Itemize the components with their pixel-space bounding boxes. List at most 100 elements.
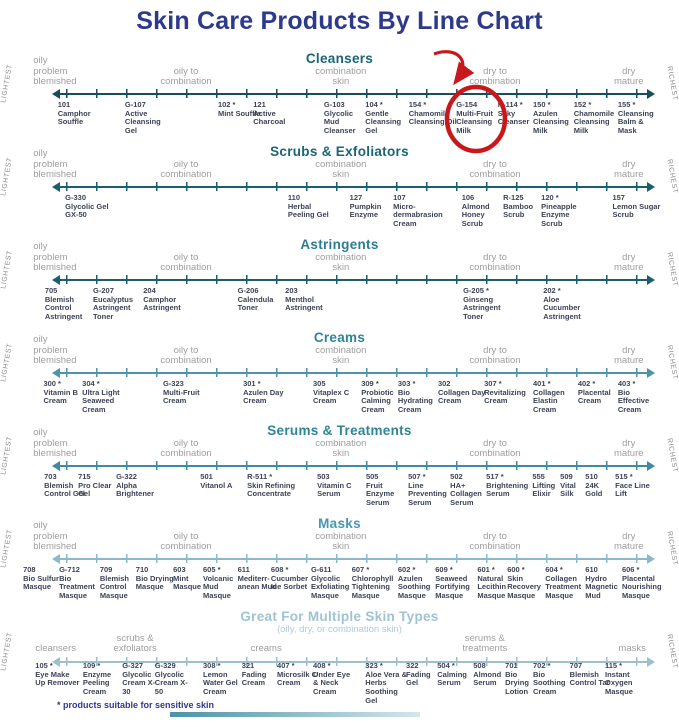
- product-label: G-207 Eucalyptus Astringent Toner: [93, 286, 143, 322]
- richest-label: RICHEST: [665, 437, 679, 474]
- product-line-axis: [52, 460, 655, 472]
- product-name: Hydro Magnetic Mud: [585, 573, 618, 601]
- skin-type-zone-label: oily problem blemished: [33, 55, 77, 87]
- section-title-scrubs-exfoliators: Scrubs & Exfoliators: [270, 144, 409, 159]
- product-label: G-206 Calendula Toner: [238, 286, 288, 313]
- zone-label-line: exfoliators: [113, 642, 157, 654]
- product-code: 107: [393, 193, 406, 202]
- product-code: 106: [461, 193, 475, 202]
- product-name: Fading Gel: [406, 669, 431, 688]
- product-code: 309 *: [361, 379, 379, 388]
- product-name: Brightening Serum: [486, 480, 529, 499]
- skin-type-zone-label: oily to combination: [160, 159, 211, 181]
- section-title-astringents: Astringents: [300, 237, 379, 252]
- skin-type-zone-label: dry to combination: [469, 66, 520, 88]
- product-name: Micro-dermabrasion Cream: [393, 201, 443, 229]
- product-name: Ginseng Astringent Toner: [463, 294, 501, 322]
- product-code: 202 *: [543, 286, 561, 295]
- product-code: R-114 *: [497, 100, 523, 109]
- product-label: 110 Herbal Peeling Gel: [288, 193, 340, 220]
- zone-label-line: skin: [332, 354, 350, 366]
- product-label: 301 * Azulen Day Cream: [243, 379, 287, 406]
- product-label: 154 * Chamomile Cleansing Oil: [409, 100, 457, 127]
- zone-label-line: combination: [160, 540, 212, 552]
- zone-label-line: combination: [315, 344, 367, 356]
- zone-label-line: oily to: [173, 344, 199, 356]
- axis-arrow-left-icon: [52, 89, 60, 99]
- product-name: Bio Effective Cream: [617, 387, 650, 415]
- skin-type-zone-label: oily problem blemished: [33, 148, 76, 180]
- zone-label-line: combination: [315, 251, 367, 263]
- product-code: 121: [253, 100, 266, 109]
- product-code: 104 *: [365, 100, 383, 109]
- zone-label-line: problem: [33, 251, 68, 263]
- product-label: 321 Fading Cream: [242, 661, 276, 688]
- product-name: Eucalyptus Astringent Toner: [93, 294, 134, 322]
- zone-label-line: combination: [315, 530, 367, 542]
- product-code: 608 *: [270, 565, 289, 574]
- product-name: Camphor Souffle: [57, 108, 91, 127]
- zone-label-line: mature: [613, 75, 644, 87]
- product-name: Active Cleansing Gel: [124, 108, 161, 136]
- zone-label-line: serums &: [464, 632, 505, 644]
- product-label: 202 * Aloe Cucumber Astringent: [543, 286, 593, 322]
- product-code: 702 *: [533, 661, 551, 670]
- product-name: Aloe Cucumber Astringent: [543, 294, 581, 322]
- product-code: 505: [365, 472, 379, 481]
- product-label: 606 * Placental Nourishing Masque: [622, 565, 672, 601]
- skin-type-zone-label: serums & treatments: [462, 632, 508, 655]
- product-label: 707 Blemish Control Tar: [570, 661, 610, 688]
- zone-label-line: blemished: [33, 261, 77, 273]
- axis-ticks: [66, 182, 641, 191]
- product-code: 708: [23, 565, 36, 574]
- product-code: 703: [44, 472, 57, 481]
- product-label: 715 Pro Clear Gel: [78, 472, 122, 499]
- section-title-serums-treatments: Serums & Treatments: [267, 423, 412, 438]
- product-label: 157 Lemon Sugar Scrub: [612, 193, 666, 220]
- product-code: 705: [44, 286, 58, 295]
- product-label: 104 * Gentle Cleansing Gel: [365, 100, 409, 136]
- axis-arrow-right-icon: [647, 275, 655, 285]
- product-code: 302: [437, 379, 451, 388]
- zone-label-line: treatments: [462, 642, 508, 654]
- zone-label-line: skin: [332, 261, 350, 273]
- zone-label-line: dry: [622, 530, 636, 542]
- zone-label-line: oily to: [173, 530, 199, 542]
- product-name: Placental Cream: [577, 387, 611, 406]
- product-label: 120 * Pineapple Enzyme Scrub: [541, 193, 591, 229]
- product-code: 507 *: [408, 472, 426, 481]
- product-label: 408 * Under Eye & Neck Cream: [313, 661, 357, 697]
- richest-label: RICHEST: [665, 251, 679, 288]
- zone-label-line: blemished: [33, 75, 77, 87]
- product-name: Vitamin C Serum: [317, 480, 352, 499]
- product-name: Collagen Day Cream: [437, 387, 486, 406]
- axis-arrow-left-icon: [52, 275, 60, 285]
- product-name: Eye Make Up Remover: [35, 669, 80, 688]
- product-code: 710: [135, 565, 149, 574]
- skin-type-zone-label: oily to combination: [160, 65, 211, 88]
- zone-label-line: mature: [613, 354, 644, 366]
- product-name: Bio Drying Masque: [135, 573, 174, 592]
- zone-label-line: combination: [315, 65, 367, 77]
- product-code: 150 *: [533, 100, 551, 109]
- product-name: Bio Soothing Cream: [533, 669, 566, 697]
- product-label: G-205 * Ginseng Astringent Toner: [463, 286, 513, 322]
- product-code: 127: [349, 193, 363, 202]
- product-label: 607 * Chlorophyll Tightening Masque: [352, 565, 402, 601]
- product-code: 305: [313, 379, 326, 388]
- product-name: Gentle Cleansing Gel: [365, 108, 402, 136]
- product-label: 705 Blemish Control Astringent: [44, 286, 89, 322]
- product-label: 605 * Volcanic Mud Masque: [203, 565, 247, 601]
- lightest-label: LIGHTEST: [0, 249, 14, 290]
- zone-label-line: oily to: [173, 65, 199, 77]
- lightest-label: LIGHTEST: [0, 528, 14, 569]
- lightest-label: LIGHTEST: [0, 63, 14, 104]
- axis-ticks: [66, 89, 641, 98]
- zone-label-line: masks: [618, 642, 646, 654]
- product-name: Multi-Fruit Cream: [162, 387, 200, 406]
- product-label: 105 * Eye Make Up Remover: [35, 661, 81, 688]
- product-name: Volcanic Mud Masque: [203, 573, 234, 601]
- product-label: 302 Collagen Day Cream: [437, 379, 488, 406]
- zone-label-line: oily: [33, 520, 48, 532]
- product-code: 502: [450, 472, 463, 481]
